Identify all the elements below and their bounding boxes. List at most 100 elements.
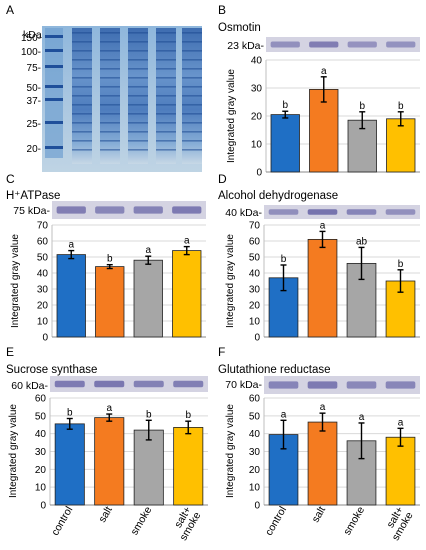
band-size-label: 60 kDa- (11, 380, 48, 392)
significance-letter: a (321, 66, 327, 77)
error-bar (183, 245, 190, 256)
gel-band (100, 50, 120, 52)
y-tick-label: 20 (35, 465, 47, 476)
gel-band (128, 68, 148, 70)
y-tick-label: 60 (37, 237, 49, 248)
gel-band (182, 32, 202, 34)
x-tick-line: control (263, 505, 289, 538)
gel-band (100, 149, 120, 151)
gel-band (182, 131, 202, 133)
gel-marker-labels: 150- 100- 75- 50- 37- 25- 20- (21, 33, 41, 155)
gel-band (100, 131, 120, 133)
gel-ladder-band (45, 85, 63, 88)
y-tick-label: 50 (249, 411, 261, 422)
gel-band (156, 104, 176, 106)
gel-band (72, 95, 92, 97)
gel-band (156, 77, 176, 79)
gel-ladder-band (45, 65, 63, 68)
bar-salt (307, 238, 338, 338)
y-tick-label: 10 (35, 483, 47, 494)
blot-band (56, 206, 86, 214)
significance-letter: a (398, 417, 404, 428)
significance-letter: b (67, 408, 73, 419)
blot-band (385, 209, 416, 215)
gel-ladder-band (45, 49, 63, 52)
gel-marker-label: 25- (27, 119, 41, 130)
y-tick-label: 20 (37, 301, 49, 312)
error-bar (320, 76, 327, 103)
bar-control (56, 254, 86, 338)
gel-unit-label: kDa (23, 29, 42, 41)
error-bar (280, 264, 287, 292)
gel-image (42, 26, 202, 172)
band-size-label: 40 kDa- (225, 207, 262, 219)
chart-title: Glutathione reductase (218, 364, 331, 376)
blot-band (309, 41, 339, 48)
chart-title: Alcohol dehydrogenase (218, 190, 338, 202)
chart-title: Osmotin (218, 22, 261, 34)
gel-band (128, 95, 148, 97)
y-tick-label: 30 (35, 447, 47, 458)
blot-band (386, 41, 416, 48)
gel-band (72, 104, 92, 106)
gel-band (128, 131, 148, 133)
y-tick-label: 40 (249, 429, 261, 440)
significance-letter: b (398, 259, 404, 270)
error-bar (397, 111, 404, 127)
y-axis-label: Integrated gray value (8, 404, 19, 498)
gel-band (72, 149, 92, 151)
y-tick-label: 20 (249, 465, 261, 476)
y-tick-label: 50 (35, 411, 47, 422)
gel-band (156, 59, 176, 61)
gel-ladder-band (45, 35, 63, 38)
gel-marker-label: 50- (27, 83, 41, 94)
gel-band (182, 41, 202, 43)
gel-band (156, 131, 176, 133)
chart-panel-d: D Alcohol dehydrogenase 40 kDa- 0 10 20 30 40 50… (218, 172, 420, 344)
gel-band (128, 122, 148, 124)
significance-letter: b (107, 254, 113, 265)
blot-band (268, 209, 299, 215)
bar-control (270, 114, 300, 173)
panel-letter: B (218, 3, 226, 17)
blot-band (173, 380, 204, 388)
gel-marker-label: 75- (27, 63, 41, 74)
x-tick-label: salt (96, 504, 115, 524)
error-bar (358, 246, 365, 281)
bar-control (54, 423, 85, 506)
blot-band (346, 381, 377, 389)
gel-band (100, 104, 120, 106)
y-tick-label: 0 (254, 501, 260, 512)
gel-band (72, 113, 92, 115)
significance-letter: b (359, 101, 365, 112)
gel-band (128, 50, 148, 52)
western-blot-strip (52, 201, 206, 219)
significance-letter: a (68, 240, 74, 251)
chart-panel-c: C H⁺ATPase 75 kDa- 0 10 20 30 40 50 60 70 Integrate… (6, 172, 206, 344)
gel-band (72, 122, 92, 124)
bar-salt (94, 417, 125, 506)
error-bar (319, 412, 326, 432)
gel-ladder-lane (45, 28, 63, 158)
error-bar (145, 255, 152, 265)
gel-band (72, 140, 92, 142)
gel-band (72, 50, 92, 52)
blot-background (264, 205, 420, 219)
y-tick-label: 30 (249, 285, 261, 296)
chart-panel-e: E Sucrose synthase 60 kDa- 0 10 20 30 40 50 60 Int… (6, 345, 208, 543)
y-tick-label: 10 (249, 483, 261, 494)
error-bar (397, 427, 404, 447)
blot-band (346, 209, 377, 215)
gel-marker-label: 100- (21, 47, 41, 58)
gel-band (128, 86, 148, 88)
panel-letter: E (6, 345, 14, 359)
y-tick-label: 20 (251, 112, 263, 123)
gel-band (156, 32, 176, 34)
x-tick-label: salt (310, 504, 329, 524)
bar-salt (309, 89, 339, 173)
x-tick-line: control (49, 505, 75, 538)
gel-band (100, 122, 120, 124)
gel-band (128, 77, 148, 79)
x-tick-line: salt (310, 504, 329, 524)
y-tick-label: 60 (249, 237, 261, 248)
